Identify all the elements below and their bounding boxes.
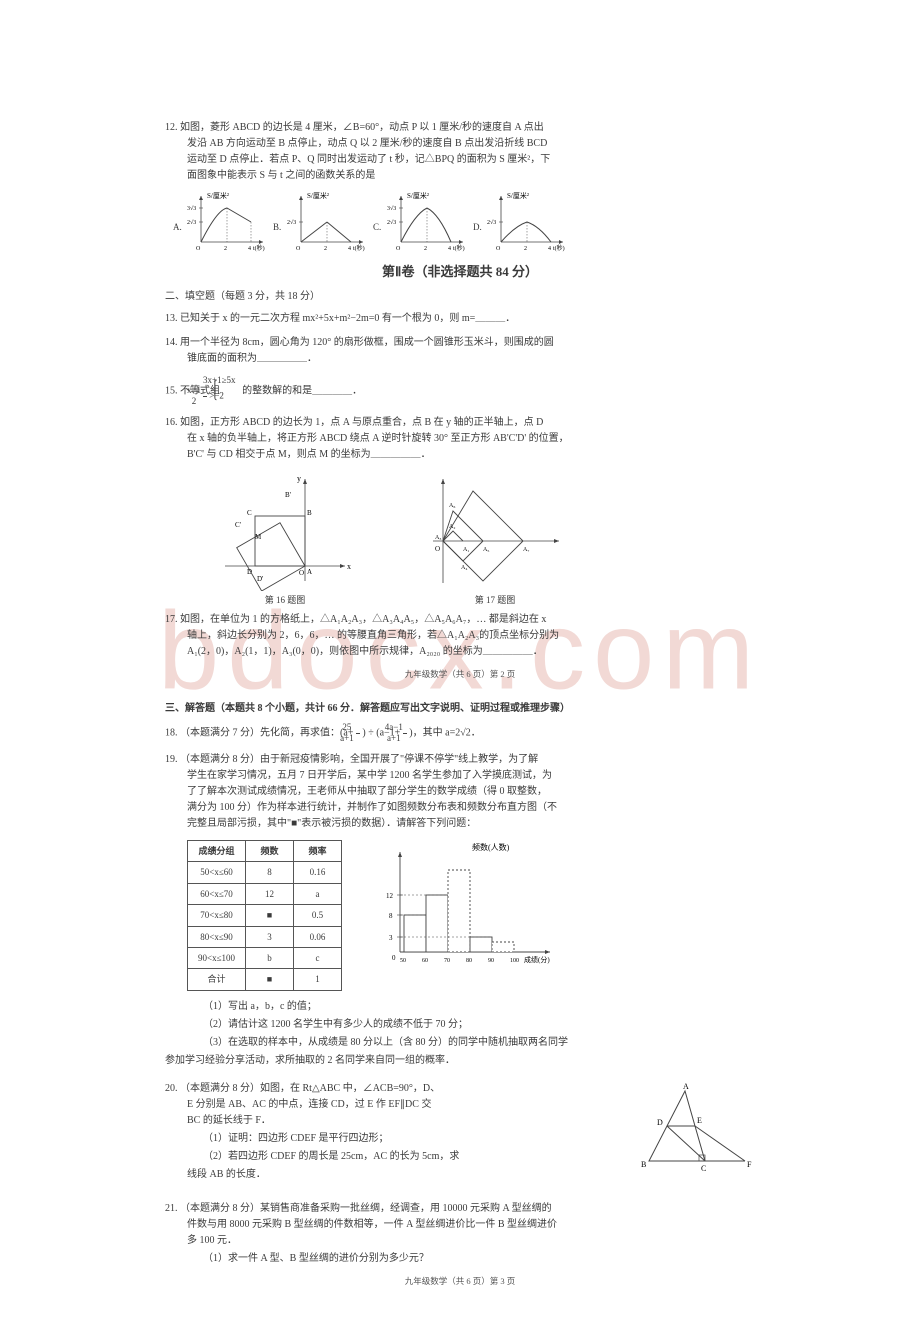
svg-text:C': C' [235,521,241,529]
svg-text:2: 2 [524,246,527,252]
svg-text:8: 8 [389,912,393,920]
svg-text:0: 0 [392,954,396,962]
svg-text:D': D' [257,575,263,583]
svg-text:90: 90 [488,958,494,964]
q19-sub3b: 参加学习经验分享活动，求所抽取的 2 名同学来自同一组的概率． [165,1053,755,1069]
question-20: A D E B C F 20. （本题满分 8 分）如图，在 Rt△ABC 中，… [165,1081,755,1183]
svg-text:S/厘米²: S/厘米² [307,191,329,200]
svg-text:成绩(分): 成绩(分) [524,955,550,964]
q12-l4: 面图象中能表示 S 与 t 之间的函数关系的是 [165,168,755,184]
svg-text:2: 2 [224,246,227,252]
svg-text:C: C [701,1164,706,1173]
svg-text:B: B [307,509,312,517]
svg-text:x: x [347,562,351,571]
svg-text:O: O [435,545,440,553]
svg-text:2: 2 [324,246,327,252]
svg-text:3√3: 3√3 [387,205,396,212]
svg-text:A₄: A₄ [461,565,467,571]
q12-opt-d: D. S/厘米² 2√3 O 2 4 t(秒) [487,190,569,252]
question-14: 14. 用一个半径为 8cm，圆心角为 120° 的扇形做框，围成一个圆锥形玉米… [165,335,755,367]
svg-text:12: 12 [386,892,394,900]
svg-text:t(秒): t(秒) [253,244,265,252]
page-footer-2: 九年级数学（共 6 页）第 3 页 [165,1275,755,1289]
svg-text:O: O [496,246,501,252]
svg-text:O: O [299,569,304,577]
q19-stats: 成绩分组频数频率 50<x≤6080.16 60<x≤7012a 70<x≤80… [165,840,755,991]
q12-opt-c: C. S/厘米² 3√3 2√3 O 2 4 [387,190,469,252]
svg-text:D: D [657,1118,663,1127]
q12-options: A. S/厘米² 3√3 2√3 O 2 4 [165,190,755,252]
frequency-table: 成绩分组频数频率 50<x≤6080.16 60<x≤7012a 70<x≤80… [187,840,342,991]
svg-text:O: O [196,246,201,252]
svg-text:t(秒): t(秒) [553,244,565,252]
svg-text:S/厘米²: S/厘米² [207,191,229,200]
q12-opt-a: A. S/厘米² 3√3 2√3 O 2 4 [187,190,269,252]
q12-l3: 运动至 D 点停止．若点 P、Q 同时出发运动了 t 秒，记△BPQ 的面积为 … [165,152,755,168]
question-17: 17. 如图，在单位为 1 的方格纸上，△A₁A₂A₃，△A₃A₄A₅，△A₅A… [165,612,755,660]
figure-17: O A₁ A₂ A₃ A₄ A₅ A₆ A₇ 第 17 题图 [425,471,565,607]
q12-l1: 如图，菱形 ABCD 的边长是 4 厘米，∠B=60°，动点 P 以 1 厘米/… [180,122,544,133]
svg-text:A₅: A₅ [483,547,489,553]
q12-num: 12. [165,122,178,133]
svg-text:O: O [396,246,401,252]
svg-text:4: 4 [348,246,351,252]
svg-text:3√3: 3√3 [187,205,196,212]
question-19: 19. （本题满分 8 分）由于新冠疫情影响，全国开展了"停课不停学"线上教学，… [165,752,755,832]
section-2-sub: 二、填空题（每题 3 分，共 18 分） [165,289,755,305]
svg-text:B': B' [285,491,291,499]
question-12: 12. 如图，菱形 ABCD 的边长是 4 厘米，∠B=60°，动点 P 以 1… [165,120,755,252]
svg-text:4: 4 [448,246,451,252]
svg-text:t(秒): t(秒) [453,244,465,252]
svg-text:A₇: A₇ [523,547,529,553]
svg-text:y: y [297,474,301,483]
figure-16: x y A B C D B' C' D' M O 第 16 题图 [215,471,355,607]
svg-text:2√3: 2√3 [487,219,496,226]
svg-text:A: A [683,1082,689,1091]
svg-text:M: M [255,533,262,541]
svg-text:A₃: A₃ [435,535,441,541]
question-16: 16. 如图，正方形 ABCD 的边长为 1，点 A 与原点重合，点 B 在 y… [165,415,755,463]
svg-text:70: 70 [444,958,450,964]
section-2-title: 第Ⅱ卷（非选择题共 84 分） [165,262,755,283]
svg-text:100: 100 [510,958,519,964]
svg-text:3: 3 [389,934,393,942]
svg-text:60: 60 [422,958,428,964]
q20-figure: A D E B C F [635,1081,755,1176]
q19-sub3: （3）在选取的样本中，从成绩是 80 分以上（含 80 分）的同学中随机抽取两名… [165,1035,755,1051]
svg-text:B: B [641,1160,646,1169]
svg-text:50: 50 [400,958,406,964]
svg-text:C: C [247,509,252,517]
svg-text:2: 2 [424,246,427,252]
svg-text:80: 80 [466,958,472,964]
page-footer-1: 九年级数学（共 6 页）第 2 页 [165,668,755,682]
svg-text:A₁: A₁ [463,547,469,553]
section-3-heading: 三、解答题（本题共 8 个小题，共计 66 分．解答题应写出文字说明、证明过程或… [165,701,755,717]
figures-16-17: x y A B C D B' C' D' M O 第 16 题图 [165,471,755,607]
q12-l2: 发沿 AB 方向运动至 B 点停止，动点 Q 以 2 厘米/秒的速度自 B 点出… [165,136,755,152]
svg-text:E: E [697,1116,702,1125]
svg-text:4: 4 [248,246,251,252]
svg-text:2√3: 2√3 [187,219,196,226]
question-13: 13. 已知关于 x 的一元二次方程 mx²+5x+m²−2m=0 有一个根为 … [165,311,755,327]
svg-text:S/厘米²: S/厘米² [407,191,429,200]
svg-text:2√3: 2√3 [387,219,396,226]
svg-text:2√3: 2√3 [287,219,296,226]
svg-text:t(秒): t(秒) [353,244,365,252]
svg-text:4: 4 [548,246,551,252]
exam-page: 12. 如图，菱形 ABCD 的边长是 4 厘米，∠B=60°，动点 P 以 1… [0,0,920,1328]
svg-text:A₆: A₆ [449,503,455,509]
q19-sub1: （1）写出 a，b，c 的值； [165,999,755,1015]
histogram: 频数(人数) 12 8 3 0 50 [372,840,562,970]
question-18: 18. （本题满分 7 分）先化简，再求值：(a+ 25a+1 ) ÷ (a−1… [165,723,755,744]
svg-text:F: F [747,1160,752,1169]
svg-text:S/厘米²: S/厘米² [507,191,529,200]
svg-text:A: A [307,568,312,576]
svg-text:频数(人数): 频数(人数) [472,842,510,852]
question-15: 15. 不等式组 { 3x+1≥5x x−12 >−2 的整数解的和是＿＿＿＿． [165,375,755,407]
question-21: 21. （本题满分 8 分）某销售商准备采购一批丝绸，经调查，用 10000 元… [165,1201,755,1267]
q19-sub2: （2）请估计这 1200 名学生中有多少人的成绩不低于 70 分； [165,1017,755,1033]
svg-text:O: O [296,246,301,252]
q12-opt-b: B. S/厘米² 2√3 O 2 4 t(秒) [287,190,369,252]
svg-text:A₂: A₂ [449,524,455,530]
